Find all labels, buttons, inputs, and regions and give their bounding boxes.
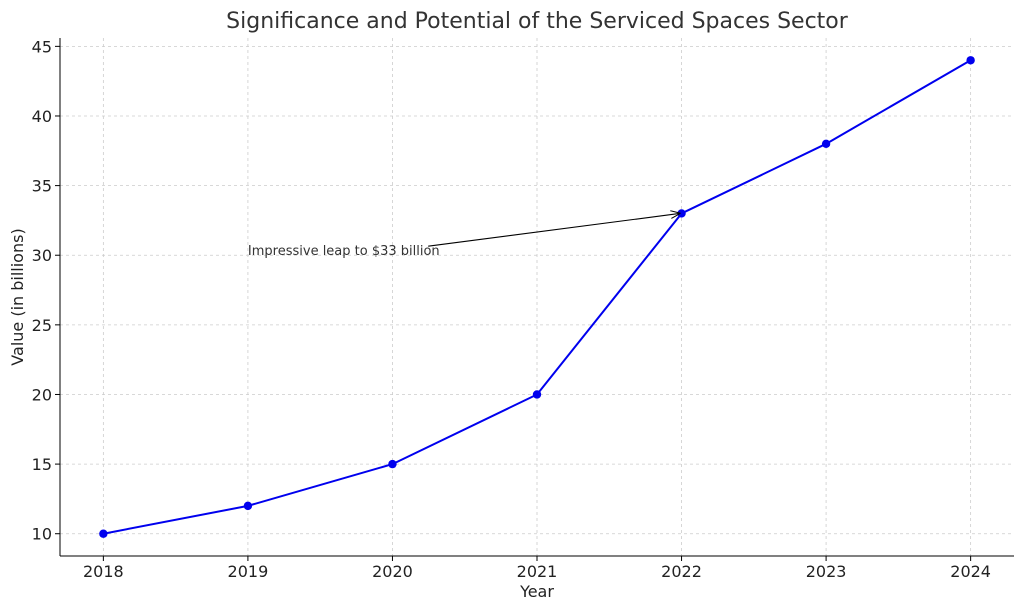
data-point-2018 (99, 529, 108, 538)
y-tick-label: 30 (32, 246, 52, 265)
x-tick-label: 2020 (372, 562, 413, 581)
data-point-2024 (966, 56, 975, 65)
y-tick-label: 25 (32, 316, 52, 335)
x-tick-label: 2022 (661, 562, 702, 581)
annotations: Impressive leap to $33 billion (248, 213, 680, 259)
annotation-text: Impressive leap to $33 billion (248, 244, 440, 259)
y-tick-label: 15 (32, 455, 52, 474)
x-tick-label: 2024 (950, 562, 991, 581)
grid (60, 38, 1014, 556)
y-tick-label: 35 (32, 177, 52, 196)
annotation-arrow (428, 213, 679, 247)
data-point-2019 (243, 501, 253, 511)
y-axis-label: Value (in billions) (8, 228, 27, 365)
x-ticks: 2018 2019 2020 2021 2022 2023 2024 (83, 556, 991, 581)
y-tick-label: 40 (32, 107, 52, 126)
y-tick-label: 20 (32, 385, 52, 404)
x-tick-label: 2018 (83, 562, 124, 581)
x-tick-label: 2023 (806, 562, 847, 581)
y-ticks: 10 15 20 25 30 35 40 45 (32, 37, 60, 544)
data-point-2020 (388, 459, 397, 469)
y-tick-label: 45 (32, 37, 52, 56)
x-tick-label: 2021 (517, 562, 558, 581)
y-tick-label: 10 (32, 525, 52, 544)
series (99, 56, 975, 538)
x-tick-label: 2019 (228, 562, 269, 581)
chart-title: Significance and Potential of the Servic… (226, 9, 849, 34)
data-point-2021 (532, 390, 542, 399)
data-point-2023 (821, 139, 831, 149)
x-axis-label: Year (519, 582, 554, 601)
